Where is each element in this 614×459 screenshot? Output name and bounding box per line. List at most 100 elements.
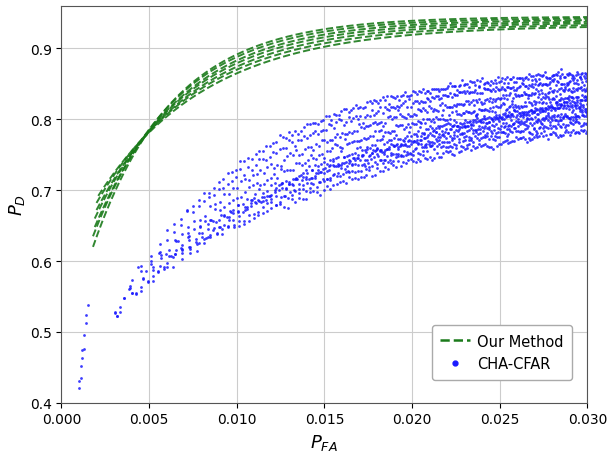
Point [388,104,398,111]
Point [474,84,484,91]
Point [567,102,577,109]
Point [505,109,515,116]
Point [375,147,384,155]
Point [359,135,368,143]
Point [417,130,427,138]
Point [257,194,266,201]
Point [477,90,487,98]
Point [420,155,430,162]
Point [188,209,198,216]
Point [275,201,285,208]
Point [298,169,308,177]
Point [496,86,506,94]
Point [521,103,531,110]
Point [319,137,329,145]
Point [418,86,428,94]
Point [480,86,490,93]
Point [515,119,524,126]
Point [281,135,291,142]
Point [335,173,344,180]
Point [480,140,490,148]
Point [322,175,332,183]
Point [527,90,537,97]
Point [424,104,434,111]
Point [432,124,441,132]
Point [537,121,547,128]
Point [503,84,513,91]
Point [522,115,532,122]
Point [378,94,387,101]
Point [580,97,590,104]
Point [419,130,429,137]
Point [426,105,436,112]
Point [477,107,487,115]
Point [488,122,497,129]
Point [563,95,573,102]
Point [499,95,509,103]
Point [227,178,237,185]
Point [278,134,288,142]
Point [452,87,462,94]
Point [502,106,512,113]
Point [552,102,562,109]
Point [546,78,556,85]
Point [511,134,521,141]
Point [526,92,535,99]
Point [502,133,511,140]
Point [531,78,541,86]
Point [551,101,561,108]
Point [503,131,513,139]
Point [469,102,479,109]
Point [507,112,517,119]
Point [482,107,492,115]
Point [356,104,365,111]
Point [521,118,530,125]
Point [493,104,503,111]
Point [534,99,544,106]
Point [475,117,485,124]
Point [451,103,460,111]
Point [306,175,316,182]
Point [418,152,428,159]
Point [243,155,253,162]
Point [568,121,578,129]
Point [296,137,306,145]
Point [541,81,551,88]
Point [457,110,467,117]
Point [413,106,422,113]
Point [378,160,387,167]
Point [562,113,572,120]
Point [457,121,467,129]
Point [418,99,428,106]
Point [325,137,335,144]
Point [448,104,457,112]
Point [314,152,324,159]
Point [457,89,467,96]
Point [540,123,550,130]
Point [296,128,306,135]
Point [450,83,460,90]
Point [515,129,524,137]
Point [576,127,586,134]
Point [551,132,561,139]
Point [570,102,580,109]
Point [421,107,430,115]
Point [578,102,588,110]
Point [477,101,487,108]
Point [429,156,439,163]
Point [182,208,192,215]
Point [389,143,399,150]
Point [329,172,339,179]
Point [583,95,593,103]
Point [474,96,484,104]
Point [262,164,272,172]
Point [440,117,450,124]
Point [532,106,542,113]
Point [275,199,285,206]
Point [482,121,492,128]
Point [77,347,87,354]
Point [534,76,544,83]
Point [444,104,454,111]
Point [572,70,582,77]
Point [457,130,467,138]
